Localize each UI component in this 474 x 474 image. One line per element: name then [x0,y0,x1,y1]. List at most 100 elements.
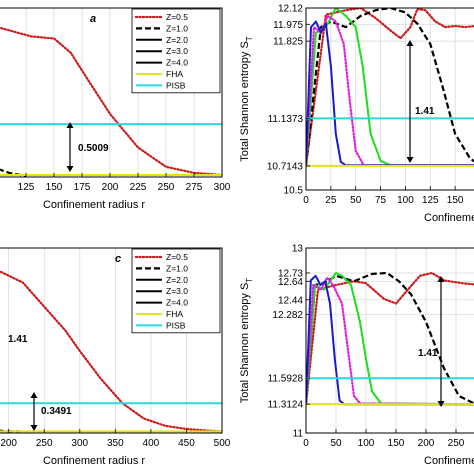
panel-1-ytick-label: 10.5 [284,186,304,197]
panel-3-frame [305,247,474,434]
panel-1-xtick-label: 125 [422,195,439,206]
panel-3-xtick-label: 250 [448,438,465,449]
panel-2-legend-label: Z=0.5 [166,252,188,262]
panel-1-xtick-label: 50 [350,195,362,206]
panel-2-legend-label: FHA [166,309,183,319]
panel-1-series-z-4-0 [306,20,474,167]
panel-0-legend-label: Z=1.0 [166,23,188,33]
panel-2-series-group [0,270,222,433]
panel-3-xtick-label: 150 [388,438,405,449]
panel-0-legend-label: FHA [166,69,183,79]
panel-2-xtick-label: 500 [214,438,231,449]
panel-1-series-z-0-5 [306,8,474,167]
panel-1-xtick-label: 25 [325,195,337,206]
panel-1-ylabel-sub: T [245,36,254,41]
panel-1-xtick-label: 75 [375,195,387,206]
panel-1-xtick-label: 100 [397,195,414,206]
panel-0-panel-letter: a [90,13,96,25]
panel-1-xtick-label: 0 [303,195,309,206]
panel-1-series-z-3-0 [306,14,474,167]
panel-3-xtick-label: 100 [358,438,375,449]
panel-3-series-z-1-0 [306,271,474,405]
panel-3-series-group [306,271,474,406]
panel-0-xtick-label: 275 [186,182,203,193]
panel-3-xtick-label: 0 [303,438,309,449]
panel-0-xtick-label: 150 [46,182,63,193]
panel-1-ytick-label: 11.1373 [268,114,304,125]
panel-3-ytick-label: 11.3124 [268,400,304,411]
panel-3-ytick-label: 11.5928 [268,374,304,385]
panel-0-xtick-label: 175 [74,182,91,193]
panel-0-xlabel: Confinement radius r [43,199,145,211]
annotation-value-a: 0.5009 [78,143,109,154]
panel-2-panel-letter: c [115,253,121,265]
panel-3-ytick-label: 12.73 [278,268,303,279]
annotation-arrow-d-head-up [437,276,445,282]
annotation-arrow-d-head-down [437,401,445,407]
panel-3-ytick-label: 12.64 [278,277,303,288]
panel-3-ytick-label: 11 [293,429,304,440]
panel-3-ytick-label: 12.44 [278,295,303,306]
annotation-value-c-1: 1.41 [8,334,28,345]
panel-2-series-z-0-5 [0,270,222,433]
panel-3-series-z-2-0 [306,272,474,406]
panel-2-xtick-label: 250 [36,438,53,449]
panel-3-series-z-0-5 [306,271,474,406]
panel-3-ytick-label: 12.282 [272,310,303,321]
panel-1-ylabel: Total Shannon entropy ST [239,36,254,161]
panel-3-ytick-label: 13 [292,244,304,255]
panel-1-ylabel-main: Total Shannon entropy S [239,41,251,161]
panel-0-xtick-label: 125 [18,182,35,193]
annotation-arrow-a-head-down [66,166,74,172]
panel-2-xtick-label: 400 [143,438,160,449]
panel-2-legend-label: Z=2.0 [166,275,188,285]
panel-0-xtick-label: 300 [214,182,231,193]
panel-2-xtick-label: 300 [71,438,88,449]
panel-0-xtick-label: 225 [130,182,147,193]
panel-3-xtick-label: 50 [330,438,342,449]
panel-2-xtick-label: 450 [178,438,195,449]
panel-2-legend-label: Z=3.0 [166,286,188,296]
panel-1-ytick-label: 12.12 [278,4,303,15]
annotation-arrow-c-head-down [30,425,38,431]
panel-1-frame [305,7,474,191]
panel-1-series-group [306,8,474,167]
annotation-arrow-a-head-up [66,122,74,128]
panel-1-xtick-label: 150 [447,195,464,206]
panel-0-legend-label: Z=0.5 [166,12,188,22]
panel-0-xtick-label: 250 [158,182,175,193]
panel-1-xlabel: Confinement radius r [424,212,474,224]
panel-1-ytick-label: 10.7143 [267,161,304,172]
panel-2-xtick-label: 200 [0,438,17,449]
panel-1-series-z-1-0 [306,8,474,166]
annotation-value-d: 1.41 [418,348,438,359]
panel-0-legend-label: Z=2.0 [166,35,188,45]
panel-3-ylabel: Total Shannon entropy ST [239,278,254,403]
panel-0-legend-label: Z=3.0 [166,46,188,56]
panel-2-legend-label: Z=4.0 [166,298,188,308]
panel-2-legend-label: Z=1.0 [166,263,188,273]
annotation-value-b: 1.41 [415,106,435,117]
panel-1-ytick-label: 11.825 [273,37,303,48]
panel-2-xlabel: Confinement radius r [43,455,145,467]
panel-0-legend-label: Z=4.0 [166,58,188,68]
panel-2-legend-label: PISB [166,320,186,330]
panel-1-ytick-label: 11.975 [273,20,303,31]
panel-0-series-z-0-5 [0,26,222,177]
panel-3-xlabel: Confinement radius r [424,455,474,467]
panel-0-series-z-1-0 [0,168,27,177]
panel-3-ylabel-sub: T [245,278,254,283]
annotation-arrow-b-head-up [406,40,414,46]
annotation-arrow-c-head-up [30,392,38,398]
panel-2-xtick-label: 350 [107,438,124,449]
annotation-arrow-b-head-down [406,157,414,163]
panel-3-series-z-3-0 [306,276,474,406]
panel-0-xtick-label: 200 [102,182,119,193]
panel-2-frame [0,247,223,434]
panel-3-series-z-4-0 [306,274,474,406]
panel-0-legend-label: PISB [166,80,186,90]
annotation-value-c-2: 0.3491 [41,406,72,417]
panel-3-ylabel-main: Total Shannon entropy S [239,283,251,403]
panel-3-xtick-label: 200 [418,438,435,449]
